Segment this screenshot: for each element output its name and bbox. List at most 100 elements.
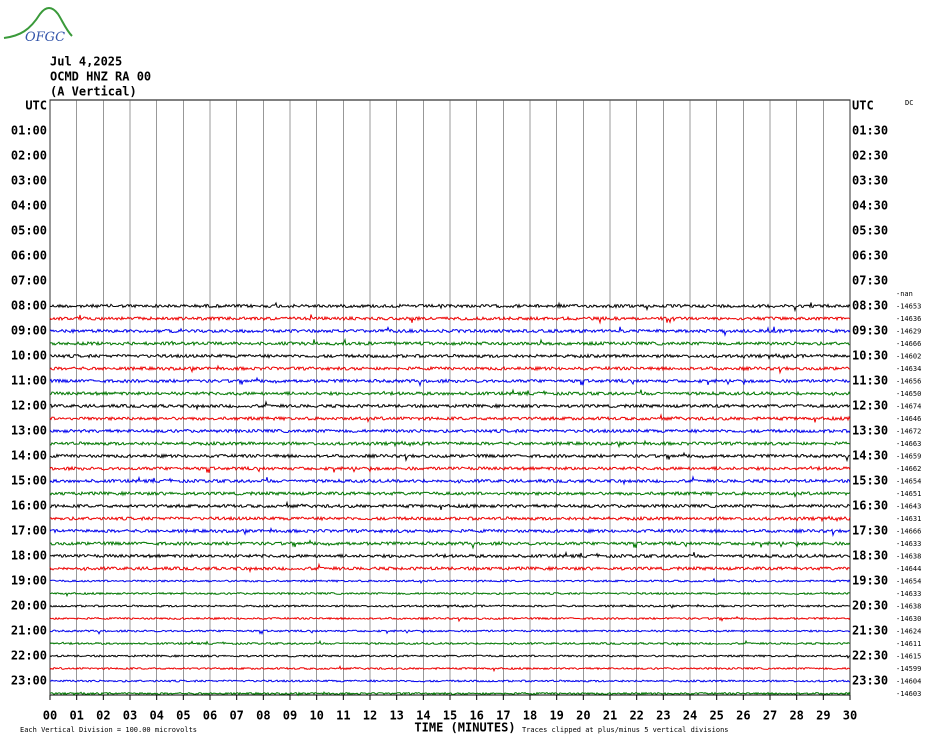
x-axis-title: TIME (MINUTES) (414, 721, 515, 735)
seismic-trace (49, 639, 851, 647)
station: OCMD HNZ RA 00 (50, 70, 151, 84)
seismic-trace (49, 428, 851, 434)
dc-value: -14674 (896, 403, 921, 411)
seismic-trace (49, 325, 851, 337)
hour-label: 03:00 (11, 174, 47, 188)
seismic-trace (49, 475, 851, 486)
dc-value: -14633 (896, 540, 921, 548)
x-tick-label: 30 (843, 709, 857, 723)
seismic-trace (49, 439, 851, 449)
dc-value: -14629 (896, 328, 921, 336)
x-tick-label: 23 (656, 709, 670, 723)
half-hour-label: 14:30 (852, 449, 888, 463)
x-tick-label: 18 (523, 709, 537, 723)
seismic-trace (49, 490, 851, 498)
hour-label: 15:00 (11, 474, 47, 488)
half-hour-label: 11:30 (852, 374, 888, 388)
hour-label: 08:00 (11, 299, 47, 313)
half-hour-label: 02:30 (852, 149, 888, 163)
dc-value: -14654 (896, 578, 921, 586)
seismic-trace (49, 413, 851, 423)
hour-label: 20:00 (11, 599, 47, 613)
hour-label: 23:00 (11, 674, 47, 688)
hour-label: 07:00 (11, 274, 47, 288)
half-hour-label: 10:30 (852, 349, 888, 363)
hour-label: UTC (25, 99, 47, 113)
hour-label: 01:00 (11, 124, 47, 138)
seismic-trace (49, 388, 851, 397)
scale-note: Each Vertical Division = 100.00 microvol… (20, 726, 197, 734)
x-tick-label: 21 (603, 709, 617, 723)
logo: OFGC (3, 7, 73, 45)
x-tick-label: 20 (576, 709, 590, 723)
x-tick-label: 13 (389, 709, 403, 723)
x-tick-label: 03 (123, 709, 137, 723)
dc-value: -14654 (896, 478, 921, 486)
dc-value: -14662 (896, 465, 921, 473)
dc-value: -14638 (896, 553, 921, 561)
x-tick-label: 04 (149, 709, 163, 723)
half-hour-label: 21:30 (852, 624, 888, 638)
x-tick-label: 17 (496, 709, 510, 723)
dc-value: -14630 (896, 615, 921, 623)
x-tick-label: 16 (469, 709, 483, 723)
hour-label: 05:00 (11, 224, 47, 238)
dc-value: -14666 (896, 340, 921, 348)
seismic-trace (49, 562, 851, 574)
seismic-trace (49, 603, 851, 609)
x-tick-label: 07 (229, 709, 243, 723)
half-hour-label: 12:30 (852, 399, 888, 413)
half-hour-label: UTC (852, 99, 874, 113)
dc-value: -14633 (896, 590, 921, 598)
dc-value: -14666 (896, 528, 921, 536)
seismic-trace (49, 465, 851, 473)
hour-label: 06:00 (11, 249, 47, 263)
seismic-trace (49, 629, 851, 636)
x-tick-label: 25 (709, 709, 723, 723)
seismic-trace (49, 364, 851, 375)
hour-label: 13:00 (11, 424, 47, 438)
dc-value: -14599 (896, 665, 921, 673)
dc-value: -14644 (896, 565, 921, 573)
x-tick-label: 15 (443, 709, 457, 723)
half-hour-label: 20:30 (852, 599, 888, 613)
hour-label: 22:00 (11, 649, 47, 663)
hour-label: 18:00 (11, 549, 47, 563)
seismic-trace (49, 550, 851, 560)
x-tick-label: 01 (69, 709, 83, 723)
seismic-trace (49, 527, 851, 537)
hour-label: 14:00 (11, 449, 47, 463)
hour-label: 02:00 (11, 149, 47, 163)
x-tick-label: 08 (256, 709, 270, 723)
half-hour-label: 17:30 (852, 524, 888, 538)
dc-value: -14653 (896, 303, 921, 311)
half-hour-label: 19:30 (852, 574, 888, 588)
x-tick-label: 02 (96, 709, 110, 723)
half-hour-label: 07:30 (852, 274, 888, 288)
half-hour-label: 01:30 (852, 124, 888, 138)
x-tick-label: 27 (763, 709, 777, 723)
dc-value: -14646 (896, 415, 921, 423)
seismic-trace (50, 352, 851, 360)
dc-value: -nan (896, 290, 913, 298)
half-hour-label: 15:30 (852, 474, 888, 488)
dc-value: -14638 (896, 603, 921, 611)
dc-value: -14650 (896, 390, 921, 398)
x-tick-label: 24 (683, 709, 697, 723)
dc-value: -14624 (896, 628, 921, 636)
dc-heading: DC (905, 99, 913, 107)
seismic-trace (49, 376, 851, 388)
seismic-trace (49, 679, 851, 683)
seismic-trace (49, 500, 851, 511)
hour-label: 10:00 (11, 349, 47, 363)
dc-value: -14603 (896, 690, 921, 698)
component: (A Vertical) (50, 85, 137, 99)
half-hour-label: 03:30 (852, 174, 888, 188)
x-tick-label: 26 (736, 709, 750, 723)
dc-value: -14651 (896, 490, 921, 498)
x-tick-label: 09 (283, 709, 297, 723)
hour-label: 04:00 (11, 199, 47, 213)
hour-label: 12:00 (11, 399, 47, 413)
half-hour-label: 05:30 (852, 224, 888, 238)
hour-label: 11:00 (11, 374, 47, 388)
